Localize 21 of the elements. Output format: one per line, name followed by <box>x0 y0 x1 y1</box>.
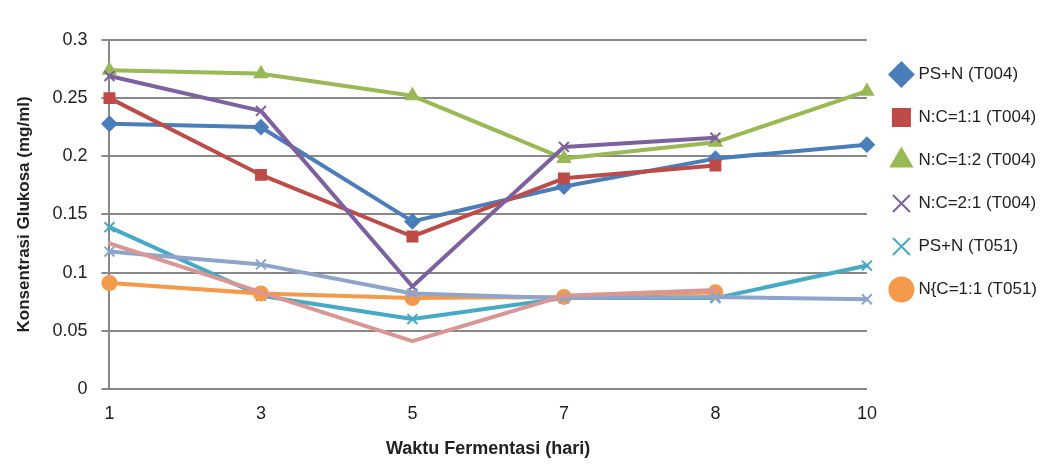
legend-label: N:C=1:2 (T004) <box>918 150 1037 170</box>
y-axis-title: Konsentrasi Glukosa (mg/ml) <box>13 96 33 333</box>
legend-label: N:C=1:1 (T004) <box>918 107 1037 127</box>
y-tick-label: 0.1 <box>62 261 88 282</box>
x-tick-label: 1 <box>104 402 115 423</box>
y-tick-label: 0.15 <box>52 203 88 224</box>
y-tick-label: 0.3 <box>62 28 88 49</box>
x-axis-title: Waktu Fermentasi (hari) <box>385 438 591 459</box>
y-tick-label: 0 <box>77 377 88 398</box>
legend-label: N{C=1:1 (T051) <box>918 279 1038 299</box>
x-tick-label: 10 <box>856 402 877 423</box>
y-tick-label: 0.05 <box>52 319 88 340</box>
legend-label: PS+N (T004) <box>918 64 1019 84</box>
x-tick-label: 8 <box>710 402 721 423</box>
x-tick-label: 7 <box>558 402 569 423</box>
y-tick-label: 0.2 <box>62 145 88 166</box>
y-tick-label: 0.25 <box>52 87 88 108</box>
legend-label: N:C=2:1 (T004) <box>918 193 1037 213</box>
legend-label: PS+N (T051) <box>918 236 1019 256</box>
x-tick-label: 5 <box>407 402 418 423</box>
x-tick-label: 3 <box>255 402 266 423</box>
